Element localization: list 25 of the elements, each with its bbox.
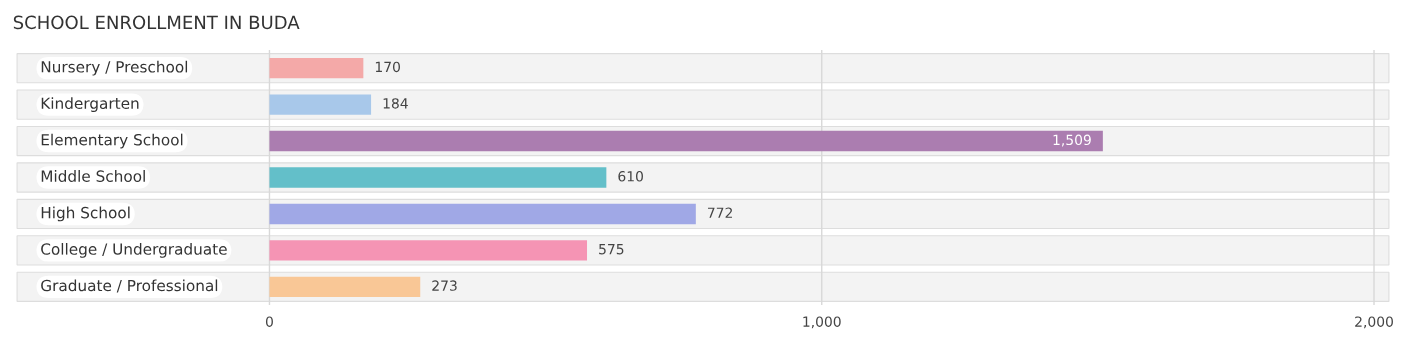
x-tick-label: 1,000	[803, 316, 841, 329]
y-tick-label: College / Undergraduate	[41, 243, 227, 258]
bar	[269, 57, 364, 79]
data-label: 170	[375, 61, 400, 73]
y-tick-label: Nursery / Preschool	[41, 60, 188, 76]
y-tick-label: Kindergarten	[41, 97, 139, 112]
x-tick-label: 0	[265, 316, 273, 327]
data-label: 1,509	[1053, 134, 1091, 147]
bar	[269, 276, 421, 298]
bar	[269, 167, 607, 188]
data-label: 184	[383, 98, 408, 109]
bar	[269, 130, 1103, 152]
data-label: 273	[432, 280, 457, 291]
bar	[269, 94, 372, 115]
y-tick-label: Elementary School	[41, 133, 183, 149]
x-tick-label: 2,000	[1355, 316, 1393, 329]
y-tick-label: High School	[41, 206, 130, 222]
bar	[269, 203, 696, 225]
y-tick-label: Middle School	[41, 170, 145, 182]
bar	[269, 240, 588, 261]
chart-title: SCHOOL ENROLLMENT IN BUDA	[13, 15, 300, 30]
y-tick-label: Graduate / Professional	[41, 279, 218, 293]
data-label: 772	[708, 207, 732, 218]
data-label: 610	[618, 171, 643, 182]
data-label: 575	[599, 244, 624, 255]
